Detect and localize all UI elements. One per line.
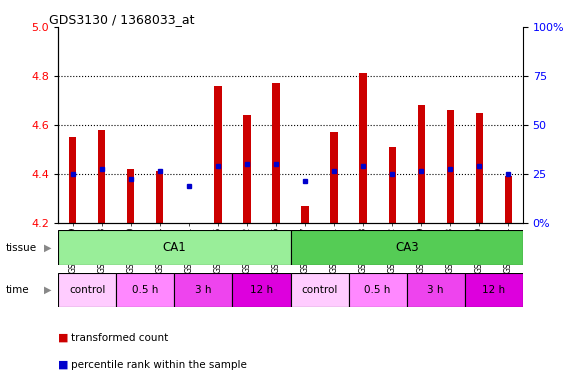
Bar	[505, 176, 512, 223]
Bar	[360, 73, 367, 223]
Bar	[116, 273, 174, 307]
Text: control: control	[69, 285, 105, 295]
Text: 12 h: 12 h	[482, 285, 505, 295]
Bar	[156, 171, 163, 223]
Bar	[98, 130, 105, 223]
Text: control: control	[302, 285, 338, 295]
Bar	[389, 147, 396, 223]
Text: 12 h: 12 h	[250, 285, 273, 295]
Bar	[290, 230, 523, 265]
Bar	[58, 273, 116, 307]
Text: tissue: tissue	[6, 243, 37, 253]
Text: ■: ■	[58, 333, 72, 343]
Bar	[290, 273, 349, 307]
Text: time: time	[6, 285, 30, 295]
Text: 3 h: 3 h	[428, 285, 444, 295]
Text: 0.5 h: 0.5 h	[132, 285, 159, 295]
Bar	[407, 273, 465, 307]
Text: ▶: ▶	[44, 243, 51, 253]
Text: CA1: CA1	[163, 241, 186, 254]
Bar	[58, 230, 290, 265]
Text: GDS3130 / 1368033_at: GDS3130 / 1368033_at	[49, 13, 194, 26]
Bar	[232, 273, 290, 307]
Text: 3 h: 3 h	[195, 285, 211, 295]
Text: CA3: CA3	[395, 241, 418, 254]
Bar	[418, 105, 425, 223]
Bar	[174, 273, 232, 307]
Bar	[272, 83, 279, 223]
Bar	[476, 113, 483, 223]
Bar	[69, 137, 76, 223]
Text: ■: ■	[58, 360, 72, 370]
Bar	[349, 273, 407, 307]
Bar	[243, 115, 250, 223]
Bar	[447, 110, 454, 223]
Bar	[127, 169, 134, 223]
Bar	[465, 273, 523, 307]
Bar	[185, 223, 192, 230]
Text: 0.5 h: 0.5 h	[364, 285, 391, 295]
Bar	[331, 132, 338, 223]
Text: ▶: ▶	[44, 285, 51, 295]
Text: percentile rank within the sample: percentile rank within the sample	[71, 360, 247, 370]
Bar	[302, 205, 309, 223]
Text: transformed count: transformed count	[71, 333, 168, 343]
Bar	[214, 86, 221, 223]
